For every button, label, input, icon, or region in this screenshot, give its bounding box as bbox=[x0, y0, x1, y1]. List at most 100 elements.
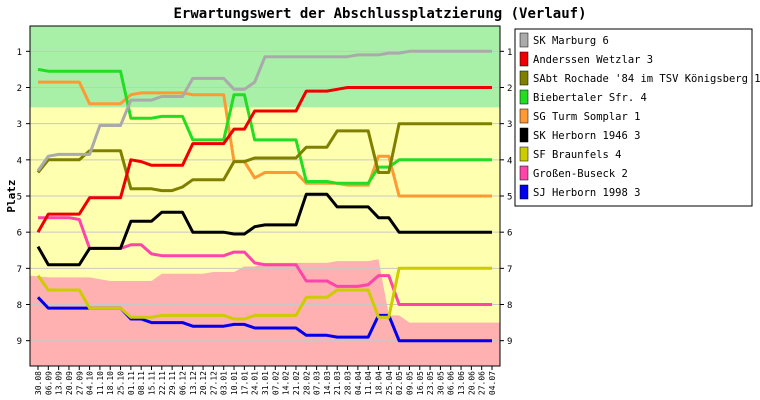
promotion-zone bbox=[30, 26, 500, 108]
y-tick-label-right-3: 3 bbox=[507, 120, 512, 130]
y-tick-label-left-8: 8 bbox=[17, 301, 22, 311]
x-tick-label-24: 14.02 bbox=[282, 371, 291, 395]
x-tick-label-20: 17.01 bbox=[240, 371, 249, 395]
legend-label-9: SJ Herborn 1998 3 bbox=[533, 187, 640, 199]
series-line-7 bbox=[36, 266, 492, 321]
y-tick-label-right-8: 8 bbox=[507, 301, 512, 311]
plot-area bbox=[29, 25, 501, 367]
x-tick-label-42: 20.06 bbox=[467, 371, 476, 395]
legend-swatch-6 bbox=[519, 127, 529, 143]
x-tick-label-14: 06.12 bbox=[178, 371, 187, 395]
legend-swatch-5 bbox=[519, 108, 529, 124]
x-tick-label-16: 20.12 bbox=[199, 371, 208, 395]
x-tick-label-32: 11.04 bbox=[364, 371, 373, 395]
y-tick-label-right-9: 9 bbox=[507, 337, 512, 347]
relegation-zone bbox=[30, 259, 500, 366]
y-tick-label-right-2: 2 bbox=[507, 84, 512, 94]
legend-label-3: SAbt Rochade '84 im TSV Königsberg 1 bbox=[533, 73, 760, 85]
legend-swatch-2 bbox=[519, 51, 529, 67]
y-tick-label-left-4: 4 bbox=[17, 156, 22, 166]
y-tick-label-left-2: 2 bbox=[17, 84, 22, 94]
x-tick-label-19: 10.01 bbox=[230, 371, 239, 395]
x-tick-label-6: 11.10 bbox=[96, 371, 105, 395]
legend-box bbox=[514, 28, 753, 207]
y-axis-left: 1 2 3 4 5 6 7 8 9 bbox=[17, 48, 30, 347]
x-tick-label-13: 29.11 bbox=[168, 371, 177, 395]
x-tick-label-3: 20.09 bbox=[65, 371, 74, 395]
x-tick-label-1: 06.09 bbox=[44, 371, 53, 395]
x-axis: 30.08 06.09 13.09 20.09 27.09 04.10 11.10 18.10… bbox=[34, 366, 497, 395]
y-tick-label-right-5: 5 bbox=[507, 193, 512, 203]
y-tick-label-left-9: 9 bbox=[17, 337, 22, 347]
x-tick-label-40: 06.06 bbox=[447, 371, 456, 395]
y-tick-label-right-6: 6 bbox=[507, 229, 512, 239]
legend-swatch-8 bbox=[519, 165, 529, 181]
x-tick-label-29: 21.03 bbox=[333, 371, 342, 395]
series-line-1 bbox=[36, 49, 492, 172]
y-tick-label-left-3: 3 bbox=[17, 120, 22, 130]
x-tick-label-37: 16.05 bbox=[416, 371, 425, 395]
legend-label-1: SK Marburg 6 bbox=[533, 35, 609, 47]
series-line-5 bbox=[38, 80, 492, 198]
x-tick-label-41: 13.06 bbox=[457, 371, 466, 395]
legend-label-6: SK Herborn 1946 3 bbox=[533, 130, 640, 142]
x-tick-label-7: 18.10 bbox=[106, 371, 115, 395]
x-tick-label-30: 28.03 bbox=[344, 371, 353, 395]
x-tick-label-44: 04.07 bbox=[488, 371, 497, 395]
y-axis-right: 1 2 3 4 5 6 7 8 9 bbox=[500, 48, 512, 347]
legend-swatch-9 bbox=[519, 184, 529, 200]
x-tick-label-2: 13.09 bbox=[55, 371, 64, 395]
y-tick-label-left-7: 7 bbox=[17, 265, 22, 275]
x-tick-label-17: 27.12 bbox=[209, 371, 218, 395]
legend-swatch-3 bbox=[519, 70, 529, 86]
x-tick-label-39: 30.05 bbox=[436, 371, 445, 395]
y-tick-label-left-1: 1 bbox=[17, 48, 22, 58]
x-tick-label-35: 02.05 bbox=[395, 371, 404, 395]
y-tick-label-left-6: 6 bbox=[17, 229, 22, 239]
x-tick-label-26: 28.02 bbox=[302, 371, 311, 395]
x-tick-label-15: 13.12 bbox=[189, 371, 198, 395]
x-tick-label-38: 23.05 bbox=[426, 371, 435, 395]
chart-title: Erwartungswert der Abschlussplatzierung … bbox=[173, 6, 586, 22]
x-tick-label-8: 25.10 bbox=[117, 371, 126, 395]
series-line-3 bbox=[36, 122, 492, 193]
x-tick-label-10: 08.11 bbox=[137, 371, 146, 395]
x-tick-label-23: 07.02 bbox=[271, 371, 280, 395]
x-tick-label-12: 22.11 bbox=[158, 371, 167, 395]
x-tick-label-4: 27.09 bbox=[75, 371, 84, 395]
x-tick-label-36: 09.05 bbox=[405, 371, 414, 395]
x-tick-label-11: 15.11 bbox=[148, 371, 157, 395]
x-tick-label-34: 25.04 bbox=[385, 371, 394, 395]
legend-swatch-4 bbox=[519, 89, 529, 105]
x-tick-label-0: 30.08 bbox=[34, 371, 43, 395]
x-tick-label-28: 14.03 bbox=[323, 371, 332, 395]
x-tick-label-43: 27.06 bbox=[478, 371, 487, 395]
x-tick-label-18: 03.01 bbox=[220, 371, 229, 395]
x-tick-label-33: 18.04 bbox=[375, 371, 384, 395]
x-tick-label-5: 04.10 bbox=[86, 371, 95, 395]
legend-swatch-1 bbox=[519, 32, 529, 48]
x-tick-label-9: 01.11 bbox=[127, 371, 136, 395]
x-tick-label-25: 21.02 bbox=[292, 371, 301, 395]
legend-label-2: Anderssen Wetzlar 3 bbox=[533, 54, 653, 66]
legend-label-5: SG Turm Somplar 1 bbox=[533, 111, 640, 123]
series-line-2 bbox=[36, 86, 492, 233]
legend-label-8: Großen-Buseck 2 bbox=[533, 168, 628, 180]
y-tick-label-left-5: 5 bbox=[17, 193, 22, 203]
x-tick-label-22: 31.01 bbox=[261, 371, 270, 395]
series-line-4 bbox=[37, 67, 492, 185]
series-line-6 bbox=[36, 192, 492, 267]
legend-swatch-7 bbox=[519, 146, 529, 162]
legend: SK Marburg 6 Anderssen Wetzlar 3 SAbt Roch… bbox=[514, 28, 760, 207]
legend-label-7: SF Braunfels 4 bbox=[533, 149, 622, 161]
y-tick-label-right-7: 7 bbox=[507, 265, 512, 275]
y-axis-label: Platz bbox=[5, 179, 18, 212]
x-tick-label-21: 24.01 bbox=[251, 371, 260, 395]
y-tick-label-right-4: 4 bbox=[507, 156, 512, 166]
x-tick-label-27: 07.03 bbox=[313, 371, 322, 395]
legend-label-4: Biebertaler Sfr. 4 bbox=[533, 92, 647, 104]
x-tick-label-31: 04.04 bbox=[354, 371, 363, 395]
y-tick-label-right-1: 1 bbox=[507, 48, 512, 58]
